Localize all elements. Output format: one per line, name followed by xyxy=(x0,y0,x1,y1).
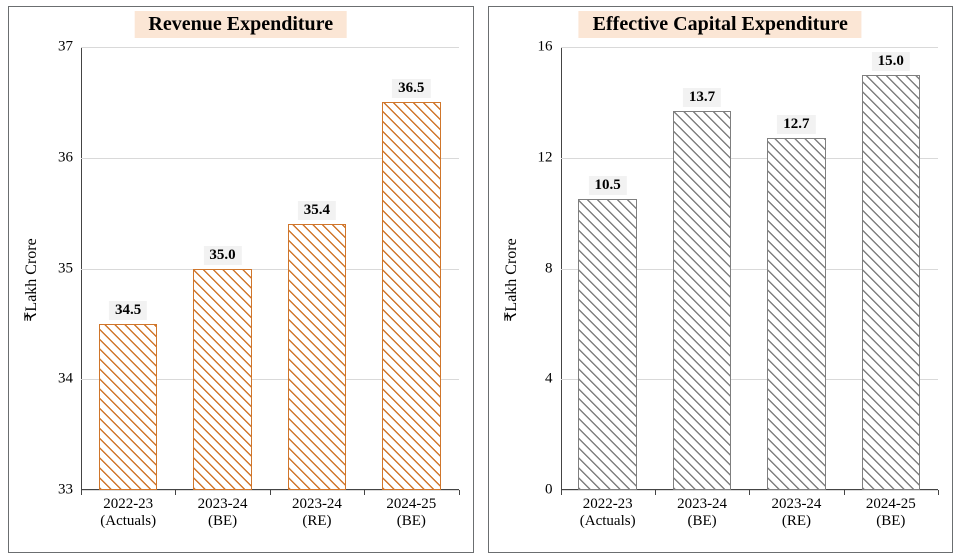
x-tick-mark xyxy=(938,490,939,495)
gridline xyxy=(561,47,939,48)
bar: 12.7 xyxy=(767,138,826,490)
bar-rect xyxy=(99,324,158,490)
y-axis-label: ₹Lakh Crore xyxy=(501,238,521,321)
bar-rect xyxy=(767,138,826,490)
bar-rect xyxy=(288,224,347,490)
y-tick-label: 0 xyxy=(545,482,561,499)
revenue-expenditure-panel: Revenue Expenditure ₹Lakh Crore 33343536… xyxy=(8,6,474,553)
y-tick-label: 12 xyxy=(538,149,561,166)
bar: 15.0 xyxy=(862,75,921,490)
bar: 35.0 xyxy=(193,269,252,491)
x-tick-mark xyxy=(270,490,271,495)
bar-value-label: 34.5 xyxy=(109,301,147,320)
bar-value-label: 13.7 xyxy=(683,88,721,107)
y-tick-label: 36 xyxy=(58,149,81,166)
bar-value-label: 15.0 xyxy=(872,52,910,71)
gridline xyxy=(81,47,459,48)
x-tick-label: 2024-25(BE) xyxy=(386,490,436,531)
x-tick-mark xyxy=(364,490,365,495)
x-tick-label: 2023-24(BE) xyxy=(677,490,727,531)
x-tick-label: 2024-25(BE) xyxy=(866,490,916,531)
bar: 34.5 xyxy=(99,324,158,490)
x-tick-label: 2023-24(RE) xyxy=(292,490,342,531)
chart-title: Revenue Expenditure xyxy=(134,11,347,38)
x-tick-mark xyxy=(175,490,176,495)
bar-value-label: 35.0 xyxy=(203,246,241,265)
x-tick-mark xyxy=(844,490,845,495)
y-tick-label: 35 xyxy=(58,260,81,277)
bar-rect xyxy=(673,111,732,490)
bar: 36.5 xyxy=(382,102,441,490)
bar-rect xyxy=(578,199,637,490)
page: Revenue Expenditure ₹Lakh Crore 33343536… xyxy=(0,0,961,559)
x-tick-mark xyxy=(655,490,656,495)
bar: 13.7 xyxy=(673,111,732,490)
plot-area: 048121610.52022-23(Actuals)13.72023-24(B… xyxy=(561,47,939,490)
chart-title: Effective Capital Expenditure xyxy=(579,11,862,38)
effective-capital-expenditure-panel: Effective Capital Expenditure ₹Lakh Cror… xyxy=(488,6,954,553)
y-tick-label: 4 xyxy=(545,371,561,388)
y-tick-label: 8 xyxy=(545,260,561,277)
x-tick-mark xyxy=(561,490,562,495)
bar-rect xyxy=(193,269,252,491)
plot-area: 333435363734.52022-23(Actuals)35.02023-2… xyxy=(81,47,459,490)
x-tick-mark xyxy=(749,490,750,495)
x-tick-mark xyxy=(81,490,82,495)
bar: 10.5 xyxy=(578,199,637,490)
bar-value-label: 12.7 xyxy=(777,115,815,134)
y-tick-label: 37 xyxy=(58,39,81,56)
bar-value-label: 36.5 xyxy=(392,79,430,98)
x-tick-label: 2023-24(BE) xyxy=(198,490,248,531)
y-tick-label: 34 xyxy=(58,371,81,388)
x-tick-label: 2022-23(Actuals) xyxy=(100,490,156,531)
y-tick-label: 33 xyxy=(58,482,81,499)
x-tick-mark xyxy=(459,490,460,495)
bar: 35.4 xyxy=(288,224,347,490)
x-tick-label: 2023-24(RE) xyxy=(771,490,821,531)
bar-value-label: 10.5 xyxy=(589,176,627,195)
y-tick-label: 16 xyxy=(538,39,561,56)
bar-rect xyxy=(382,102,441,490)
bar-rect xyxy=(862,75,921,490)
bar-value-label: 35.4 xyxy=(298,201,336,220)
y-axis-label: ₹Lakh Crore xyxy=(21,238,41,321)
x-tick-label: 2022-23(Actuals) xyxy=(580,490,636,531)
